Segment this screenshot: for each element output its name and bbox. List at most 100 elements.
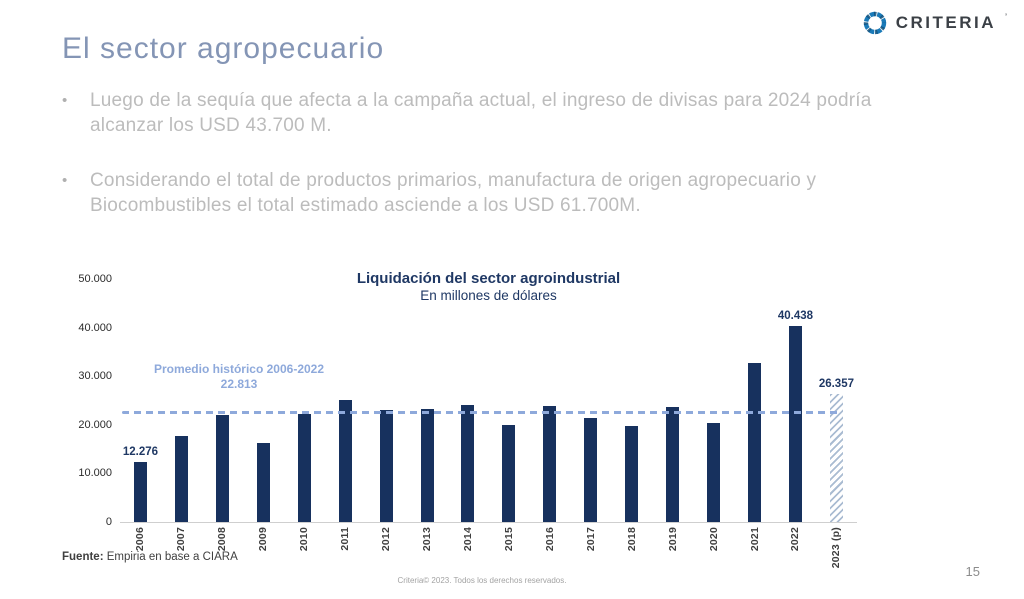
copyright-note: Criteria© 2023. Todos los derechos reser… [397,576,567,585]
bar-value-label: 12.276 [122,446,159,459]
x-tick-label: 2017 [584,527,597,552]
average-line-label: Promedio histórico 2006-2022 22.813 [124,362,354,392]
x-tick-slot: 2010 [284,524,325,573]
bar-2008 [215,414,229,522]
bullet-text: Luego de la sequía que afecta a la campa… [90,90,872,137]
chart-subtitle: En millones de dólares [420,288,557,303]
x-tick-label: 2022 [789,527,802,552]
y-tick-label: 30.000 [78,370,112,383]
bar-value-label: 40.438 [777,309,814,322]
plot-area: 12.276 40.438 26.357 [120,279,857,523]
x-tick-label: 2021 [748,527,761,552]
bar-slot [652,279,693,522]
bar-2019 [666,406,680,522]
bar-slot [611,279,652,522]
x-tick-slot: 2015 [488,524,529,573]
bar-2023p [829,393,843,522]
page-title: El sector agropecuario [62,32,385,65]
y-axis: 50.000 40.000 30.000 20.000 10.000 0 [60,273,112,528]
bar-slot [161,279,202,522]
criteria-logo-icon [862,10,888,36]
bar-slot [366,279,407,522]
x-tick-label: 2010 [298,527,311,552]
bar-2013 [420,409,434,522]
y-tick-label: 50.000 [78,273,112,285]
y-tick-label: 20.000 [78,418,112,431]
bar-slot [488,279,529,522]
bar-slot [570,279,611,522]
x-tick-slot: 2012 [366,524,407,573]
bullet-marker: • [62,92,68,109]
criteria-logo-text: CRITERIA [895,13,996,32]
bullet-marker: • [62,171,68,189]
bar-slot [325,279,366,522]
x-tick-slot: 2023 (p) [816,524,857,573]
x-tick-label: 2007 [175,527,188,552]
bar-2007 [174,436,188,522]
page-number: 15 [965,564,980,579]
x-tick-slot: 2014 [448,524,489,573]
bullet-list: • Luego de la sequía que afecta a la cam… [62,88,874,248]
x-tick-label: 2009 [257,527,270,552]
x-tick-label: 2011 [339,527,352,551]
x-tick-slot: 2006 [120,524,161,573]
bullet-item: • Luego de la sequía que afecta a la cam… [62,88,874,139]
x-tick-label: 2023 (p) [830,527,843,569]
bar-2021 [748,362,762,522]
bar-slot: 12.276 [120,279,161,522]
bar-2018 [625,426,639,522]
x-tick-label: 2013 [421,527,434,552]
bar-2016 [543,405,557,522]
bullet-text: Considerando el total de productos prima… [90,169,817,217]
x-tick-label: 2018 [625,527,638,552]
chart-title: Liquidación del sector agroindustrial [356,270,621,287]
source-text: Empiria en base a CIARA [103,551,238,563]
bar-slot [202,279,243,522]
x-tick-slot: 2018 [611,524,652,573]
bar-2017 [584,418,598,522]
x-tick-slot: 2009 [243,524,284,573]
y-tick-label: 40.000 [78,321,112,334]
average-label-line1: Promedio histórico 2006-2022 [153,362,325,376]
criteria-logo: CRITERIA ’ [862,10,1007,36]
x-tick-slot: 2019 [652,524,693,573]
x-tick-slot: 2020 [693,524,734,573]
x-tick-slot: 2022 [775,524,816,573]
bar-slot: 40.438 [775,279,816,522]
bar-2009 [256,442,270,522]
bar-slot [693,279,734,522]
bar-slot [284,279,325,522]
bar-slot [529,279,570,522]
bar-2010 [297,414,311,522]
bar-2006 [133,462,147,522]
bar-2015 [502,424,516,522]
chart-title-block: Liquidación del sector agroindustrial En… [120,270,857,303]
bar-2012 [379,410,393,522]
bar-slot [407,279,448,522]
bar-slot [734,279,775,522]
bar-2022 [788,325,802,522]
x-axis: 2006 2007 2008 2009 2010 2011 2012 2013 2014 2015… [120,524,857,573]
bar-slot [448,279,489,522]
bar-chart: Liquidación del sector agroindustrial En… [60,268,900,573]
source-note: Fuente: Empiria en base a CIARA [62,551,238,563]
x-tick-slot: 2016 [529,524,570,573]
x-tick-slot: 2007 [161,524,202,573]
average-label-value: 22.813 [220,377,258,391]
average-dashed-line [122,411,841,414]
bar-2014 [461,404,475,522]
bar-2020 [707,423,721,522]
x-tick-slot: 2008 [202,524,243,573]
x-tick-slot: 2017 [570,524,611,573]
bar-slot [243,279,284,522]
bullet-item: • Considerando el total de productos pri… [62,168,874,219]
y-tick-label: 10.000 [78,467,112,480]
source-label: Fuente: [62,551,104,563]
bar-slot: 26.357 [816,279,857,522]
x-tick-label: 2015 [502,527,515,552]
bar-value-label: 26.357 [818,377,854,390]
bar-2011 [338,400,352,522]
x-tick-label: 2012 [380,527,393,552]
x-tick-slot: 2021 [734,524,775,573]
